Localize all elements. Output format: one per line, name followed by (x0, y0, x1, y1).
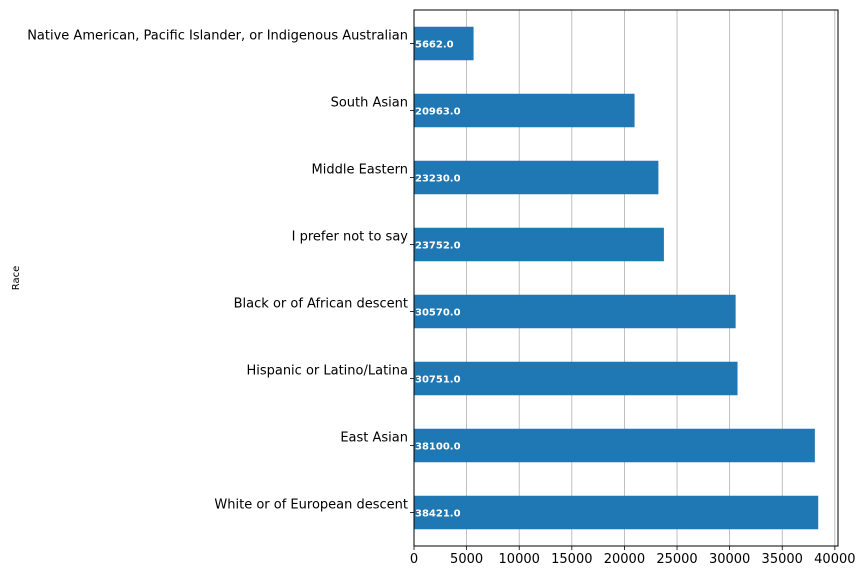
x-tick-label: 25000 (656, 552, 697, 567)
bar-value-label: 23752.0 (415, 241, 461, 252)
bar-value-label: 20963.0 (415, 107, 461, 118)
bar (414, 227, 664, 262)
bar-value-label: 30570.0 (415, 308, 461, 319)
y-axis-ticks: Native American, Pacific Islander, or In… (27, 29, 414, 513)
bar-value-label: 38100.0 (415, 442, 461, 453)
bar (414, 428, 815, 463)
bar-value-label: 23230.0 (415, 174, 461, 185)
category-label: Middle Eastern (312, 163, 408, 178)
bar-value-label: 38421.0 (415, 509, 461, 520)
bar-value-label: 30751.0 (415, 375, 461, 386)
category-label: Hispanic or Latino/Latina (246, 364, 408, 379)
category-label: I prefer not to say (292, 230, 409, 245)
x-tick-label: 0 (410, 552, 418, 567)
bar (414, 93, 635, 128)
x-tick-label: 30000 (709, 552, 750, 567)
bar (414, 294, 736, 329)
bar (414, 160, 659, 195)
bar (414, 26, 474, 61)
category-label: South Asian (331, 96, 408, 111)
category-label: Black or of African descent (234, 297, 408, 312)
category-label: White or of European descent (214, 498, 408, 513)
x-tick-label: 40000 (814, 552, 855, 567)
bars (414, 26, 819, 530)
grid-lines (413, 10, 836, 546)
category-label: Native American, Pacific Islander, or In… (27, 29, 408, 44)
plot-frame (413, 9, 839, 547)
y-axis-title: Race (11, 266, 22, 291)
x-tick-label: 15000 (551, 552, 592, 567)
bar (414, 495, 819, 530)
x-tick-label: 35000 (762, 552, 803, 567)
x-tick-label: 10000 (499, 552, 540, 567)
bar-value-labels: 5662.0 20963.0 23230.0 23752.0 30570.0 30751.… (415, 40, 461, 520)
bar-value-label: 5662.0 (415, 40, 454, 51)
bar (414, 361, 738, 396)
x-tick-label: 20000 (604, 552, 645, 567)
x-axis-ticks: 0 5000 10000 15000 20000 25000 30000 35000 40000 (410, 546, 856, 567)
category-label: East Asian (340, 431, 408, 446)
x-tick-label: 5000 (450, 552, 483, 567)
